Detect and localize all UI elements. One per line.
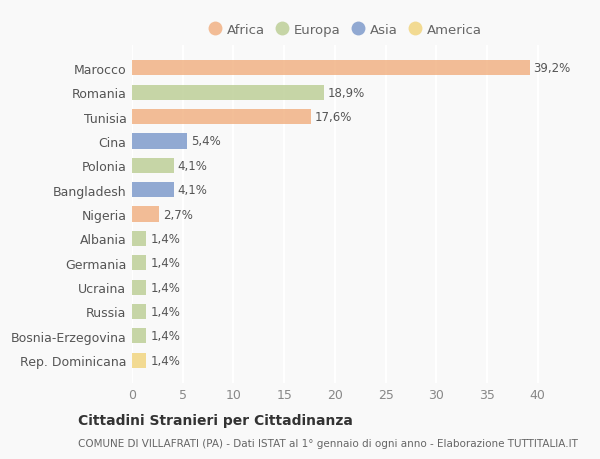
Bar xyxy=(132,353,146,368)
Text: 1,4%: 1,4% xyxy=(150,281,180,294)
Text: 2,7%: 2,7% xyxy=(163,208,193,221)
Bar xyxy=(132,231,146,246)
Bar xyxy=(132,304,146,319)
Bar xyxy=(132,183,173,198)
Bar xyxy=(132,134,187,149)
Bar xyxy=(132,329,146,344)
Legend: Africa, Europa, Asia, America: Africa, Europa, Asia, America xyxy=(203,19,487,43)
Text: 1,4%: 1,4% xyxy=(150,354,180,367)
Bar xyxy=(132,158,173,174)
Text: 1,4%: 1,4% xyxy=(150,257,180,270)
Text: 1,4%: 1,4% xyxy=(150,305,180,318)
Text: 18,9%: 18,9% xyxy=(328,87,365,100)
Text: COMUNE DI VILLAFRATI (PA) - Dati ISTAT al 1° gennaio di ogni anno - Elaborazione: COMUNE DI VILLAFRATI (PA) - Dati ISTAT a… xyxy=(78,438,578,448)
Text: Cittadini Stranieri per Cittadinanza: Cittadini Stranieri per Cittadinanza xyxy=(78,414,353,428)
Text: 4,1%: 4,1% xyxy=(178,159,208,173)
Text: 17,6%: 17,6% xyxy=(314,111,352,124)
Text: 39,2%: 39,2% xyxy=(533,62,571,75)
Bar xyxy=(132,110,311,125)
Text: 4,1%: 4,1% xyxy=(178,184,208,197)
Bar xyxy=(132,207,160,222)
Bar xyxy=(132,256,146,271)
Bar xyxy=(132,280,146,295)
Bar xyxy=(132,85,324,101)
Text: 5,4%: 5,4% xyxy=(191,135,221,148)
Text: 1,4%: 1,4% xyxy=(150,232,180,246)
Bar xyxy=(132,61,530,76)
Text: 1,4%: 1,4% xyxy=(150,330,180,342)
